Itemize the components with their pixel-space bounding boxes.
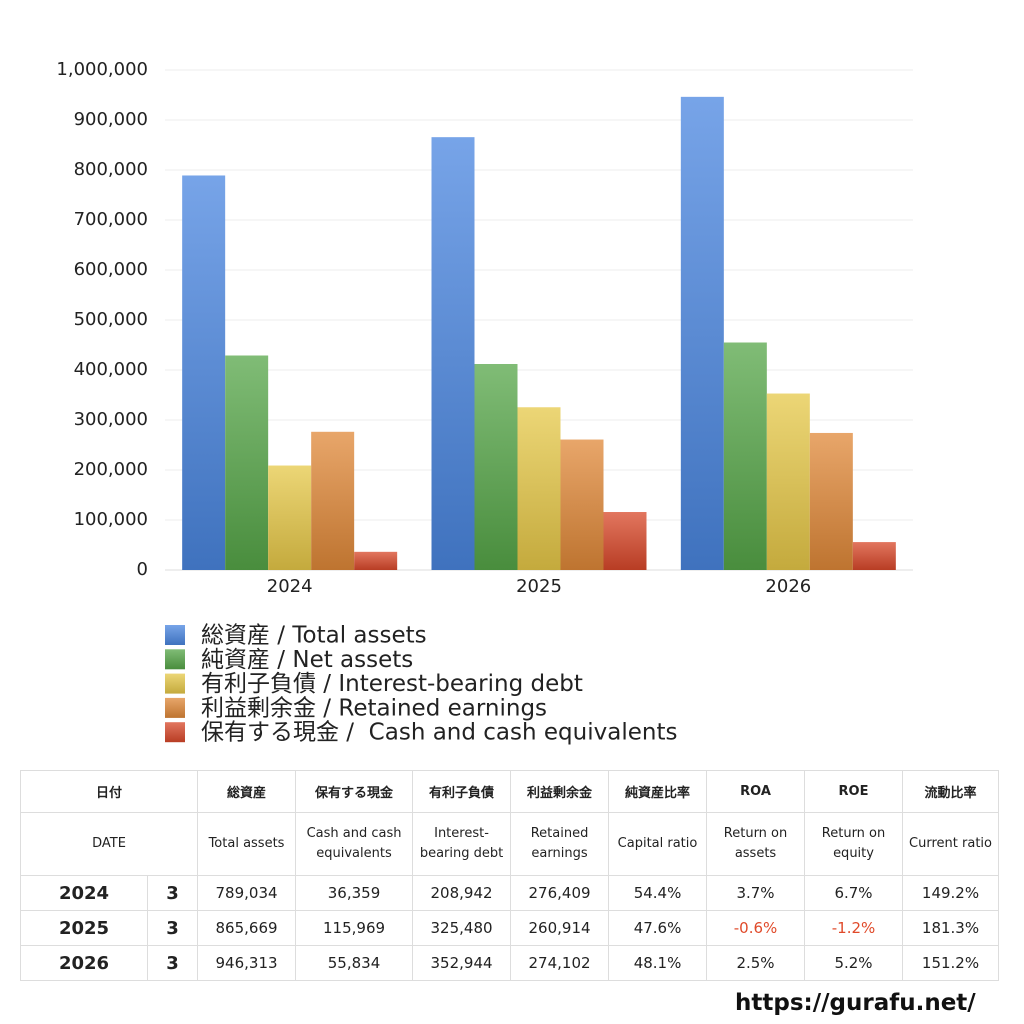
table-cell: Interest-bearing debt [412,812,512,876]
data-table: 日付 総資産 保有する現金 有利子負債 利益剰余金 純資産比率 ROA ROE 流動比率 DATE… [19,770,1000,981]
table-cell: 2025 [20,910,148,946]
table-cell: 55,834 [295,945,414,981]
table-cell: 208,942 [412,875,512,911]
table-cell: 149.2% [902,875,1000,911]
table-cell: 181.3% [902,910,1000,946]
table-cell: Retained earnings [510,812,610,876]
table-cell: 2026 [20,945,148,981]
table-cell: 流動比率 [902,770,1000,813]
table-cell: 3 [146,875,199,911]
table-cell: 946,313 [197,945,297,981]
legend-label: 有利子負債 / Interest-bearing debt [201,671,583,697]
table-cell: 2024 [20,875,148,911]
bar [311,431,355,570]
legend-label: 利益剰余金 / Retained earnings [201,695,547,721]
bar [723,342,767,570]
table-cell: 274,102 [510,945,610,981]
table-cell: 54.4% [608,875,708,911]
y-tick-label: 500,000 [74,309,148,330]
table-cell: 日付 [19,770,199,813]
table-cell: 3.7% [706,875,806,911]
y-tick-label: 0 [137,559,148,580]
table-cell: DATE [19,812,199,876]
table-cell: ROE [804,770,904,813]
y-tick-label: 400,000 [74,359,148,380]
table-cell: ROA [706,770,806,813]
header-row: DATE Total assets Cash and cash equivalent… [19,812,1000,876]
table-cell: -1.2% [804,910,904,946]
table-cell: 276,409 [510,875,610,911]
table-cell: 有利子負債 [412,770,512,813]
table-cell: Current ratio [902,812,1000,876]
table-cell: Total assets [197,812,297,876]
legend-swatch [165,722,185,743]
bar [182,175,226,570]
table-cell: 260,914 [510,910,610,946]
table-cell: -0.6% [706,910,806,946]
bar [560,439,604,570]
table-cell: Return on assets [706,812,806,876]
table-cell: 325,480 [412,910,512,946]
table-cell: Cash and cash equivalents [295,812,414,876]
data-row: 2026 3 946,313 55,834 352,944 274,102 48.1% 2.5… [20,945,1000,981]
bar [268,465,312,570]
bar [474,364,518,570]
table-cell: 保有する現金 [295,770,414,813]
bar [809,432,853,570]
footer-url: https://gurafu.net/ [735,990,976,1016]
table-cell: 3 [146,910,199,946]
legend-swatch [165,673,185,694]
table-cell: 352,944 [412,945,512,981]
bar [680,96,724,570]
y-tick-label: 700,000 [74,209,148,230]
table-cell: 6.7% [804,875,904,911]
table-cell: 3 [146,945,199,981]
header-row: 日付 総資産 保有する現金 有利子負債 利益剰余金 純資産比率 ROA ROE 流動比率 [19,770,1000,813]
x-tick-label: 2026 [765,576,811,597]
legend-label: 純資産 / Net assets [201,647,413,673]
table-cell: 5.2% [804,945,904,981]
table-cell: 総資産 [197,770,297,813]
bar [852,542,896,570]
table-cell: 48.1% [608,945,708,981]
y-tick-label: 300,000 [74,409,148,430]
bar [766,393,810,570]
table-cell: Return on equity [804,812,904,876]
table-cell: 865,669 [197,910,297,946]
table-cell: 47.6% [608,910,708,946]
bar [603,512,647,570]
legend-swatch [165,697,185,718]
x-tick-label: 2024 [267,576,313,597]
x-tick-label: 2025 [516,576,562,597]
table-cell: 789,034 [197,875,297,911]
y-tick-label: 1,000,000 [56,59,148,80]
table-cell: 純資産比率 [608,770,708,813]
table-cell: 151.2% [902,945,1000,981]
legend-swatch [165,625,185,645]
y-tick-label: 200,000 [74,459,148,480]
table-cell: Capital ratio [608,812,708,876]
bar [225,355,269,570]
table-cell: 115,969 [295,910,414,946]
bar [517,407,561,570]
table-cell: 2.5% [706,945,806,981]
data-row: 2024 3 789,034 36,359 208,942 276,409 54.4% 3.7… [20,875,1000,911]
table-cell: 利益剰余金 [510,770,610,813]
y-tick-label: 100,000 [74,509,148,530]
y-tick-label: 600,000 [74,259,148,280]
legend-label: 保有する現金 / Cash and cash equivalents [201,720,677,746]
bar [431,137,475,570]
legend-swatch [165,649,185,670]
chart: 0 100,000 200,000 300,000 400,000 500,000 600,… [56,59,913,746]
legend-label: 総資産 / Total assets [201,623,427,649]
data-row: 2025 3 865,669 115,969 325,480 260,914 47.6% -0… [20,910,1000,946]
y-tick-label: 800,000 [74,159,148,180]
y-tick-label: 900,000 [74,109,148,130]
bar [354,551,398,570]
table-cell: 36,359 [295,875,414,911]
